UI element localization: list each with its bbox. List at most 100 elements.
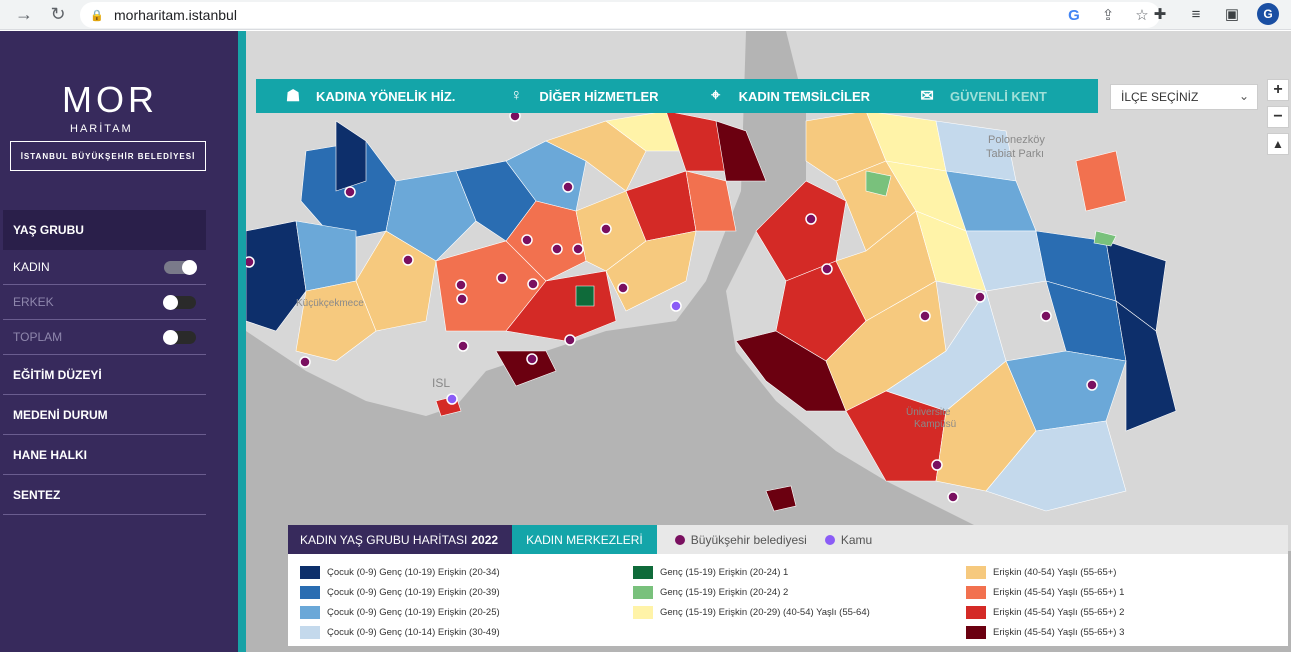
center-marker[interactable] [564, 334, 576, 346]
tab-other-services[interactable]: ♀ DİĞER HİZMETLER [505, 79, 658, 113]
center-marker[interactable] [919, 310, 931, 322]
menu-education[interactable]: EĞİTİM DÜZEYİ [3, 355, 206, 395]
kamu-marker[interactable] [446, 393, 458, 405]
center-marker[interactable] [974, 291, 986, 303]
legend-row: Çocuk (0-9) Genç (10-19) Erişkin (20-34) [300, 562, 500, 582]
menu-women[interactable]: KADIN [3, 250, 206, 285]
map-legend: KADIN YAŞ GRUBU HARİTASI 2022 KADIN MERK… [288, 525, 1288, 646]
address-bar[interactable]: 🔒 morharitam.istanbul G ⇪ ☆ [80, 2, 1160, 28]
center-marker[interactable] [456, 293, 468, 305]
center-marker[interactable] [821, 263, 833, 275]
men-toggle[interactable] [163, 295, 196, 310]
lock-icon: 🔒 [90, 9, 104, 22]
url-text: morharitam.istanbul [114, 7, 237, 23]
share-icon[interactable]: ⇪ [1101, 7, 1115, 24]
women-toggle[interactable] [164, 260, 197, 275]
center-marker[interactable] [496, 272, 508, 284]
violet-dot-icon [824, 534, 835, 545]
service-tabs-bar: ☗ KADINA YÖNELİK HİZ. ♀ DİĞER HİZMETLER … [256, 79, 1098, 113]
legend-row: Çocuk (0-9) Genç (10-19) Erişkin (20-39) [300, 582, 500, 602]
legend-row: Genç (15-19) Erişkin (20-29) (40-54) Yaş… [633, 602, 870, 622]
legend-header: KADIN YAŞ GRUBU HARİTASI 2022 KADIN MERK… [288, 525, 1288, 554]
map-label-park: Polonezköy [988, 134, 1045, 146]
bookmark-star-icon[interactable]: ☆ [1135, 7, 1149, 24]
center-marker[interactable] [805, 213, 817, 225]
legend-column-adults: Erişkin (40-54) Yaşlı (55-65+) Erişkin (… [966, 562, 1124, 642]
north-reset-button[interactable]: ▲ [1267, 133, 1289, 155]
legend-row: Erişkin (45-54) Yaşlı (55-65+) 3 [966, 622, 1124, 642]
chat-icon: ✉ [920, 88, 934, 105]
center-marker[interactable] [455, 279, 467, 291]
district-select[interactable]: İLÇE SEÇİNİZ ⌄ [1110, 84, 1258, 110]
back-arrow-icon[interactable]: → [15, 4, 33, 24]
menu-marital-status[interactable]: MEDENİ DURUM [3, 395, 206, 435]
women-centers-tab[interactable]: KADIN MERKEZLERİ [512, 525, 657, 554]
logo-subtitle: HARİTAM [70, 123, 133, 135]
center-marker[interactable] [457, 340, 469, 352]
center-marker[interactable] [527, 278, 539, 290]
legend-row: Genç (15-19) Erişkin (20-24) 2 [633, 582, 870, 602]
sidebar: MOR HARİTAM İSTANBUL BÜYÜKŞEHİR BELEDİYE… [0, 31, 238, 652]
legend-title: KADIN YAŞ GRUBU HARİTASI 2022 [288, 525, 513, 554]
center-marker[interactable] [600, 223, 612, 235]
center-marker[interactable] [402, 254, 414, 266]
zoom-out-button[interactable]: − [1267, 106, 1289, 128]
reading-list-icon[interactable]: ≡ [1191, 5, 1201, 23]
legend-row: Çocuk (0-9) Genç (10-14) Erişkin (30-49) [300, 622, 500, 642]
center-marker[interactable] [1040, 310, 1052, 322]
center-marker[interactable] [617, 282, 629, 294]
menu-total[interactable]: TOPLAM [3, 320, 206, 355]
extensions-puzzle-icon[interactable]: ✚ [1153, 6, 1167, 23]
female-icon: ♀ [510, 87, 523, 104]
reload-icon[interactable]: ↻ [50, 4, 66, 24]
legend-row: Erişkin (40-54) Yaşlı (55-65+) [966, 562, 1124, 582]
legend-key-public: Kamu [824, 533, 872, 547]
center-marker[interactable] [572, 243, 584, 255]
sidebar-edge [238, 31, 246, 652]
legend-key-municipality: Büyükşehir belediyesi [674, 533, 807, 547]
location-pin-icon: ⌖ [711, 87, 721, 104]
side-panel-icon[interactable]: ▣ [1224, 6, 1240, 23]
kamu-marker[interactable] [670, 300, 682, 312]
svg-text:Kampüsü: Kampüsü [914, 419, 956, 430]
tab-safe-city[interactable]: ✉ GÜVENLİ KENT [916, 79, 1047, 113]
map-label-univ: Üniversite [906, 406, 951, 418]
purple-dot-icon [674, 534, 685, 545]
hands-icon: ☗ [285, 88, 301, 105]
menu-men[interactable]: ERKEK [3, 285, 206, 320]
legend-column-children: Çocuk (0-9) Genç (10-19) Erişkin (20-34)… [300, 562, 500, 642]
legend-row: Erişkin (45-54) Yaşlı (55-65+) 2 [966, 602, 1124, 622]
center-marker[interactable] [521, 234, 533, 246]
center-marker[interactable] [526, 353, 538, 365]
zoom-in-button[interactable]: + [1267, 79, 1289, 101]
sidebar-menu: YAŞ GRUBU KADIN ERKEK TOPLAM EĞİTİM DÜZE… [3, 210, 206, 515]
menu-household[interactable]: HANE HALKI [3, 435, 206, 475]
legend-row: Genç (15-19) Erişkin (20-24) 1 [633, 562, 870, 582]
svg-text:Tabiat Parkı: Tabiat Parkı [986, 148, 1044, 160]
logo-text: MOR [62, 79, 158, 120]
google-icon[interactable]: G [1068, 6, 1080, 24]
profile-avatar[interactable]: G [1257, 3, 1279, 25]
legend-row: Çocuk (0-9) Genç (10-19) Erişkin (20-25) [300, 602, 500, 622]
center-marker[interactable] [1086, 379, 1098, 391]
tab-women-representatives[interactable]: ⌖ KADIN TEMSİLCİLER [705, 79, 870, 113]
center-marker[interactable] [947, 491, 959, 503]
map-label-kucukcekmece: Küçükçekmece [296, 298, 364, 309]
menu-synthesis[interactable]: SENTEZ [3, 475, 206, 515]
map-label-isl: ISL [432, 376, 450, 390]
center-marker[interactable] [344, 186, 356, 198]
chevron-down-icon: ⌄ [1238, 89, 1249, 103]
ibb-logo-text: İSTANBUL BÜYÜKŞEHİR BELEDİYESİ [10, 141, 206, 171]
legend-column-youth: Genç (15-19) Erişkin (20-24) 1 Genç (15-… [633, 562, 870, 622]
mor-haritam-logo[interactable]: MOR HARİTAM İSTANBUL BÜYÜKŞEHİR BELEDİYE… [10, 79, 206, 189]
browser-toolbar: → ↻ 🔒 morharitam.istanbul G ⇪ ☆ ✚ ≡ ▣ G [0, 0, 1291, 30]
tab-women-services[interactable]: ☗ KADINA YÖNELİK HİZ. [282, 79, 456, 113]
menu-age-group[interactable]: YAŞ GRUBU [3, 210, 206, 250]
center-marker[interactable] [299, 356, 311, 368]
legend-row: Erişkin (45-54) Yaşlı (55-65+) 1 [966, 582, 1124, 602]
center-marker[interactable] [551, 243, 563, 255]
center-marker[interactable] [562, 181, 574, 193]
center-marker[interactable] [246, 256, 255, 268]
center-marker[interactable] [931, 459, 943, 471]
total-toggle[interactable] [163, 330, 196, 345]
